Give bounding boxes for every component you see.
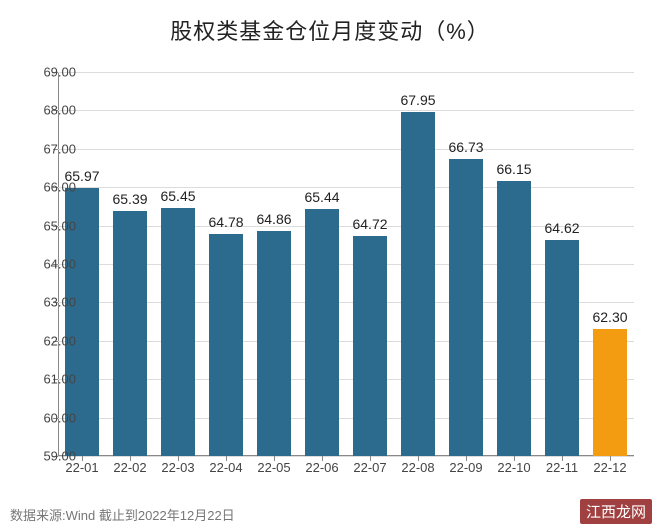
y-axis-label: 66.00 <box>26 180 76 195</box>
x-axis-label: 22-07 <box>353 460 386 475</box>
y-axis-label: 64.00 <box>26 257 76 272</box>
y-axis-label: 63.00 <box>26 295 76 310</box>
y-axis-label: 65.00 <box>26 218 76 233</box>
gridline <box>58 110 634 111</box>
x-axis-label: 22-01 <box>65 460 98 475</box>
bar-value-label: 67.95 <box>400 92 435 108</box>
plot-area: 65.9765.3965.4564.7864.8665.4464.7267.95… <box>58 72 634 456</box>
gridline <box>58 149 634 150</box>
x-axis-label: 22-06 <box>305 460 338 475</box>
y-axis-label: 69.00 <box>26 65 76 80</box>
chart-container: 股权类基金仓位月度变动（%） 65.9765.3965.4564.7864.86… <box>0 0 660 530</box>
bar <box>257 231 292 456</box>
bar <box>113 211 148 456</box>
x-axis-label: 22-04 <box>209 460 242 475</box>
bar-value-label: 64.62 <box>544 220 579 236</box>
bar-value-label: 66.15 <box>496 161 531 177</box>
y-axis-label: 60.00 <box>26 410 76 425</box>
bar-value-label: 64.72 <box>352 216 387 232</box>
bar <box>401 112 436 456</box>
x-axis-label: 22-02 <box>113 460 146 475</box>
x-axis-label: 22-08 <box>401 460 434 475</box>
y-axis-label: 62.00 <box>26 333 76 348</box>
y-axis-label: 67.00 <box>26 141 76 156</box>
bar-value-label: 66.73 <box>448 139 483 155</box>
bar-value-label: 65.45 <box>160 188 195 204</box>
bar-value-label: 65.39 <box>112 191 147 207</box>
bar <box>545 240 580 456</box>
bar <box>593 329 628 456</box>
gridline <box>58 456 634 457</box>
x-axis-label: 22-03 <box>161 460 194 475</box>
bar <box>449 159 484 456</box>
y-axis-label: 61.00 <box>26 372 76 387</box>
x-axis-label: 22-11 <box>546 460 578 475</box>
x-axis-label: 22-12 <box>593 460 626 475</box>
gridline <box>58 187 634 188</box>
y-axis-label: 68.00 <box>26 103 76 118</box>
bar <box>305 209 340 456</box>
gridline <box>58 72 634 73</box>
data-source-footer: 数据来源:Wind 截止到2022年12月22日 <box>10 505 235 524</box>
bar <box>497 181 532 456</box>
bar-value-label: 65.44 <box>304 189 339 205</box>
x-axis-label: 22-05 <box>257 460 290 475</box>
bar-value-label: 64.86 <box>256 211 291 227</box>
bar <box>353 236 388 456</box>
bar-value-label: 62.30 <box>592 309 627 325</box>
x-axis-label: 22-09 <box>449 460 482 475</box>
chart-title: 股权类基金仓位月度变动（%） <box>0 14 660 46</box>
watermark-badge: 江西龙网 <box>580 499 652 524</box>
x-axis-label: 22-10 <box>497 460 530 475</box>
bar <box>209 234 244 456</box>
bar <box>161 208 196 456</box>
bar-value-label: 64.78 <box>208 214 243 230</box>
